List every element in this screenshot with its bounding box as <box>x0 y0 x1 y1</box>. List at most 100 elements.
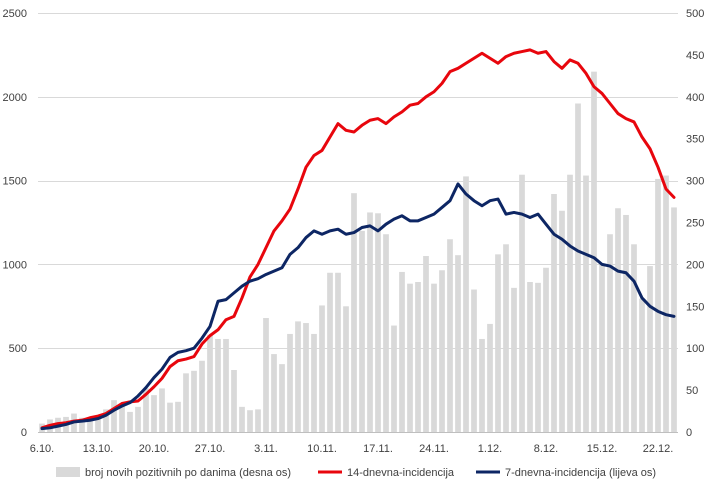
bar <box>631 244 637 432</box>
x-tick-label: 3.11. <box>254 443 278 455</box>
bar <box>487 323 493 432</box>
y-right-tick-label: 150 <box>686 301 704 313</box>
bar <box>215 338 221 432</box>
bar <box>495 254 501 432</box>
axes: 0 500 1000 1500 2000 2500 0 50 100 150 200 250 300 35… <box>3 8 705 455</box>
y-left-tick-label: 0 <box>21 427 27 439</box>
bar <box>463 176 469 432</box>
line-7-dnevna <box>40 182 676 431</box>
gridlines <box>38 13 678 433</box>
x-tick-label: 10.11. <box>307 443 337 455</box>
bar <box>439 270 445 432</box>
bar <box>287 333 293 432</box>
bar <box>87 418 93 432</box>
bar <box>375 213 381 432</box>
bar <box>407 283 413 432</box>
bar <box>239 406 245 432</box>
x-tick-label: 27.10. <box>195 443 226 455</box>
bar <box>103 409 109 432</box>
legend: broj novih pozitivnih po danima (desna o… <box>56 467 656 479</box>
x-tick-label: 17.11. <box>363 443 393 455</box>
y-right-tick-label: 50 <box>686 385 698 397</box>
bar <box>311 333 317 432</box>
bar <box>623 214 629 432</box>
line-14-dnevna <box>40 48 676 430</box>
bar <box>479 338 485 432</box>
bar <box>271 354 277 432</box>
y-right-tick-label: 250 <box>686 218 704 230</box>
y-left-tick-label: 1500 <box>3 176 27 188</box>
bar <box>583 175 589 432</box>
y-left-tick-label: 1000 <box>3 259 27 271</box>
bar <box>247 410 253 432</box>
x-tick-label: 15.12. <box>587 443 618 455</box>
legend-label: 14-dnevna-incidencija <box>347 467 455 479</box>
bar <box>335 272 341 432</box>
bar <box>511 287 517 432</box>
bar <box>159 388 165 432</box>
bar <box>543 267 549 432</box>
bar <box>295 321 301 432</box>
bar <box>655 178 661 432</box>
bar <box>535 282 541 432</box>
bar <box>327 272 333 432</box>
x-tick-label: 22.12. <box>643 443 674 455</box>
y-left-tick-label: 500 <box>9 343 27 355</box>
bar <box>423 256 429 432</box>
x-tick-label: 20.10. <box>139 443 170 455</box>
legend-label: 7-dnevna-incidencija (lijeva os) <box>505 467 656 479</box>
y-right-tick-label: 300 <box>686 176 704 188</box>
bar <box>383 234 389 432</box>
bar <box>399 271 405 432</box>
bar <box>567 174 573 433</box>
bar <box>647 266 653 432</box>
bar <box>591 71 597 432</box>
y-right-tick-label: 500 <box>686 8 704 20</box>
bar <box>551 194 557 432</box>
bar <box>447 239 453 432</box>
y-right-tick-label: 200 <box>686 259 704 271</box>
x-tick-label: 24.11. <box>419 443 449 455</box>
x-tick-label: 6.10. <box>30 443 54 455</box>
bar <box>303 323 309 432</box>
bar <box>255 409 261 432</box>
bar <box>415 282 421 432</box>
bar <box>391 325 397 432</box>
bar <box>183 373 189 432</box>
bar <box>351 193 357 432</box>
bar <box>575 103 581 432</box>
bar-series <box>39 71 677 433</box>
bar <box>199 360 205 432</box>
y-right-tick-label: 350 <box>686 134 704 146</box>
x-tick-label: 13.10. <box>83 443 114 455</box>
bar <box>111 400 117 432</box>
bar <box>127 411 133 432</box>
bar <box>599 263 605 432</box>
bar <box>527 282 533 432</box>
bar <box>279 364 285 432</box>
bar <box>191 370 197 432</box>
bar <box>263 318 269 432</box>
bar <box>471 289 477 432</box>
bar <box>167 402 173 432</box>
bar <box>231 369 237 432</box>
bar <box>79 417 85 432</box>
bar <box>455 255 461 432</box>
x-tick-label: 8.12. <box>534 443 558 455</box>
bar <box>639 298 645 432</box>
y-right-tick-label: 100 <box>686 343 704 355</box>
bar <box>175 401 181 432</box>
bar <box>663 175 669 432</box>
bar <box>503 244 509 432</box>
bar <box>559 210 565 432</box>
legend-label: broj novih pozitivnih po danima (desna o… <box>85 467 291 479</box>
y-left-tick-label: 2500 <box>3 8 27 20</box>
bar <box>343 306 349 432</box>
bar <box>151 395 157 432</box>
bar <box>519 174 525 433</box>
bar <box>367 212 373 432</box>
legend-swatch-bars <box>56 467 80 477</box>
bar <box>671 207 677 432</box>
